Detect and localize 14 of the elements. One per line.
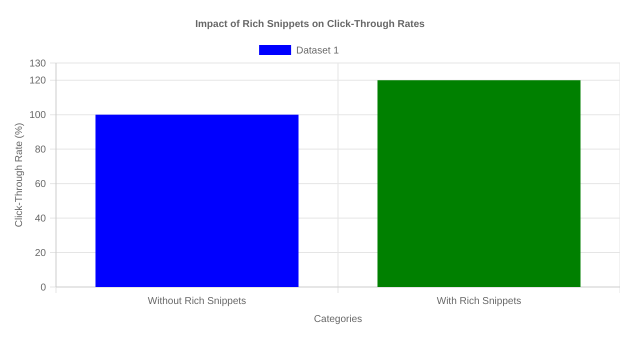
y-tick-label: 130 xyxy=(29,58,46,70)
y-tick-label: 60 xyxy=(34,179,46,190)
y-tick-label: 120 xyxy=(29,76,46,87)
x-tick-label: Without Rich Snippets xyxy=(148,296,246,307)
y-tick-label: 0 xyxy=(40,282,46,294)
y-tick-label: 80 xyxy=(34,144,46,156)
legend-label: Dataset 1 xyxy=(296,46,340,56)
chart-title: Impact of Rich Snippets on Click-Through Rates xyxy=(195,19,426,30)
x-tick-label: With Rich Snippets xyxy=(436,296,522,307)
y-tick-label: 100 xyxy=(29,110,46,122)
x-axis-title: Categories xyxy=(314,314,362,325)
y-tick-label: 20 xyxy=(34,248,46,260)
y-tick-label: 40 xyxy=(34,214,46,225)
y-axis-title: Click-Through Rate (%) xyxy=(14,122,25,228)
